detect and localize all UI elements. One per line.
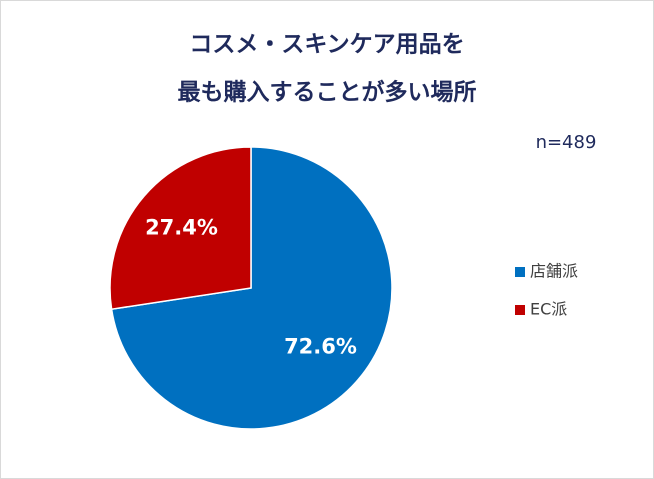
chart-title: 最も購入することが多い場所: [178, 79, 477, 106]
data-label: 27.4%: [145, 215, 218, 239]
legend-label: 店舗派: [530, 262, 578, 281]
pie-slice: [109, 146, 252, 311]
legend-label: EC派: [530, 300, 567, 319]
legend-swatch: [515, 267, 525, 277]
sample-size: n=489: [536, 132, 597, 153]
chart-title: コスメ・スキンケア用品を: [189, 32, 464, 58]
pie-slice: [110, 146, 393, 430]
data-label: 72.6%: [284, 335, 357, 359]
legend-swatch: [515, 305, 525, 315]
